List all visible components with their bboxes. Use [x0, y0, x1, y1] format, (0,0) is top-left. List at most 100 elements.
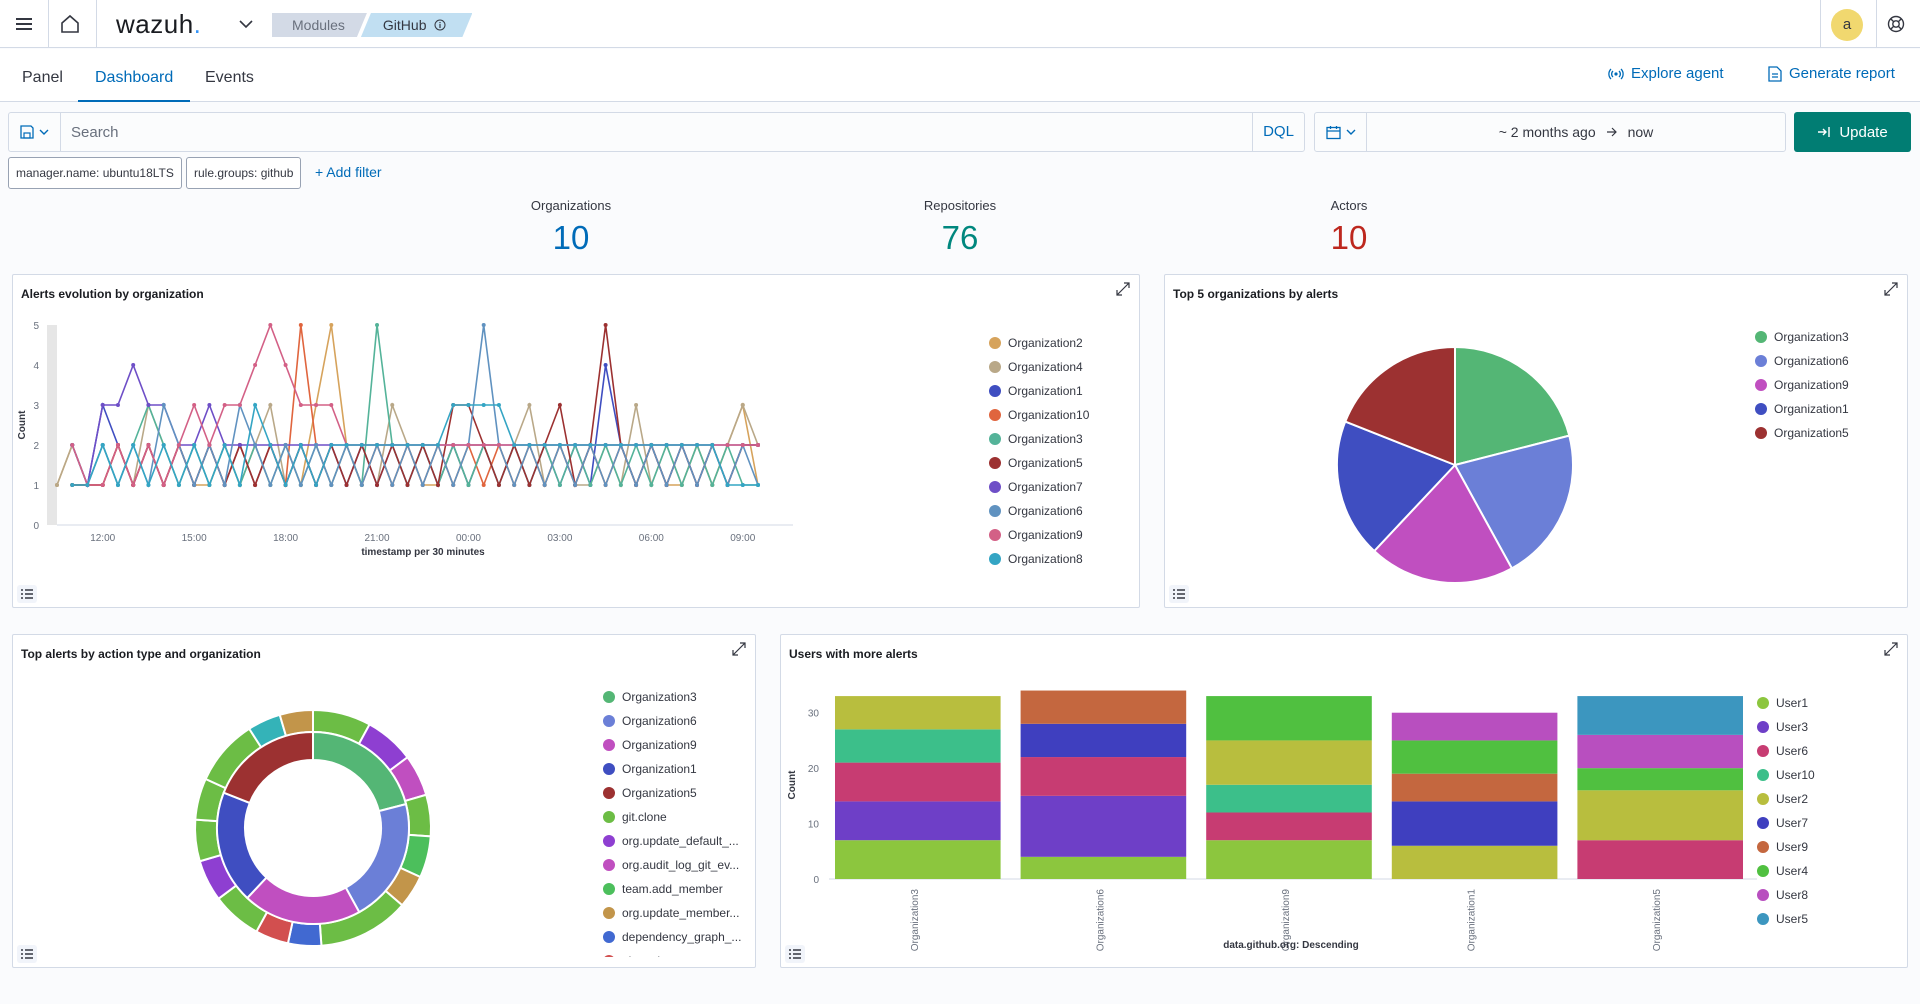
legend-label: User3	[1776, 720, 1809, 734]
data-point	[420, 483, 425, 487]
legend-item[interactable]: Organization1	[1755, 397, 1849, 421]
help-icon[interactable]	[1884, 12, 1908, 36]
saved-query-button[interactable]	[9, 113, 61, 151]
legend-item[interactable]: Organization6	[1755, 349, 1849, 373]
legend-item[interactable]: Organization2	[989, 331, 1089, 355]
breadcrumb-modules[interactable]: Modules	[272, 13, 367, 37]
bar-segment-user6	[1020, 757, 1187, 796]
avatar[interactable]: a	[1831, 9, 1863, 41]
legend-item[interactable]: dependency_graph_...	[603, 925, 741, 949]
legend-item[interactable]: git.push	[603, 949, 741, 957]
legend-item[interactable]: Organization5	[1755, 421, 1849, 445]
info-icon[interactable]	[434, 19, 446, 31]
legend-color-dot	[989, 481, 1001, 493]
legend-item[interactable]: org.audit_log_git_ev...	[603, 853, 741, 877]
list-icon	[789, 949, 801, 959]
breadcrumb-github-label: GitHub	[382, 17, 427, 33]
data-point	[573, 483, 578, 487]
filter-pill-rule-groups[interactable]: rule.groups: github	[186, 157, 302, 189]
series-line-organization5	[72, 324, 758, 488]
data-point	[634, 403, 639, 407]
search-input[interactable]	[61, 113, 1266, 151]
chevron-down-icon	[39, 129, 49, 135]
legend-item[interactable]: Organization4	[989, 355, 1089, 379]
legend-item[interactable]: Organization10	[989, 403, 1089, 427]
legend-item[interactable]: Organization8	[989, 547, 1089, 571]
legend-item[interactable]: User9	[1757, 835, 1815, 859]
legend-item[interactable]: User8	[1757, 883, 1815, 907]
query-language-button[interactable]: DQL	[1252, 113, 1304, 151]
update-button[interactable]: Update	[1794, 112, 1911, 152]
expand-icon[interactable]	[731, 641, 747, 657]
home-icon[interactable]	[58, 12, 82, 36]
metric-value[interactable]: 10	[552, 219, 590, 256]
legend-item[interactable]: User2	[1757, 787, 1815, 811]
data-point	[649, 483, 654, 487]
expand-icon[interactable]	[1883, 281, 1899, 297]
data-point	[634, 443, 639, 447]
legend-item[interactable]: Organization1	[989, 379, 1089, 403]
chevron-down-icon[interactable]	[236, 14, 256, 34]
bar-chart-legend: User1 User3 User6 User10 User2 User7 User9 User…	[1757, 691, 1815, 931]
date-range[interactable]: ~ 2 months ago now	[1367, 113, 1785, 151]
legend-item[interactable]: Organization5	[603, 781, 741, 805]
tab-panel[interactable]: Panel	[22, 69, 63, 86]
legend-toggle-button[interactable]	[1169, 585, 1189, 603]
metric-value[interactable]: 76	[941, 219, 979, 256]
legend-item[interactable]: Organization3	[603, 685, 741, 709]
menu-icon[interactable]	[12, 12, 36, 36]
filter-pill-manager[interactable]: manager.name: ubuntu18LTS	[8, 157, 182, 189]
data-point	[237, 403, 242, 407]
date-start[interactable]: ~ 2 months ago	[1498, 124, 1596, 140]
x-tick-label: Organization6	[1095, 889, 1106, 952]
generate-report-link[interactable]: Generate report	[1768, 49, 1895, 99]
legend-item[interactable]: User1	[1757, 691, 1815, 715]
tab-events[interactable]: Events	[205, 69, 254, 86]
legend-item[interactable]: org.update_default_...	[603, 829, 741, 853]
y-tick-label: 20	[808, 764, 820, 775]
legend-item[interactable]: User6	[1757, 739, 1815, 763]
tab-dashboard[interactable]: Dashboard	[78, 49, 191, 102]
legend-item[interactable]: User7	[1757, 811, 1815, 835]
legend-item[interactable]: Organization5	[989, 451, 1089, 475]
legend-item[interactable]: Organization3	[989, 427, 1089, 451]
legend-label: User6	[1776, 744, 1809, 758]
legend-item[interactable]: Organization9	[1755, 373, 1849, 397]
legend-item[interactable]: User10	[1757, 763, 1815, 787]
legend-color-dot	[1757, 865, 1769, 877]
bar-segment-user2	[1391, 845, 1558, 879]
legend-item[interactable]: User4	[1757, 859, 1815, 883]
legend-label: Organization5	[1008, 456, 1083, 470]
x-tick-label: Organization5	[1652, 889, 1663, 952]
legend-item[interactable]: Organization1	[603, 757, 741, 781]
legend-item[interactable]: team.add_member	[603, 877, 741, 901]
legend-item[interactable]: Organization6	[989, 499, 1089, 523]
date-end[interactable]: now	[1627, 124, 1654, 140]
data-point	[390, 483, 395, 487]
expand-icon[interactable]	[1883, 641, 1899, 657]
list-icon	[21, 949, 33, 959]
explore-agent-link[interactable]: Explore agent	[1608, 49, 1724, 99]
wazuh-logo[interactable]: wazuh.	[116, 9, 202, 39]
legend-toggle-button[interactable]	[17, 945, 37, 963]
legend-item[interactable]: org.update_member...	[603, 901, 741, 925]
legend-item[interactable]: Organization3	[1755, 325, 1849, 349]
legend-item[interactable]: git.clone	[603, 805, 741, 829]
metric-value[interactable]: 10	[1330, 219, 1368, 256]
legend-toggle-button[interactable]	[785, 945, 805, 963]
donut-chart-legend: Organization3 Organization6 Organization9 O…	[603, 685, 741, 957]
series-line-organization6	[71, 324, 759, 488]
top-bar: wazuh. Modules GitHub a	[0, 0, 1920, 48]
legend-item[interactable]: Organization7	[989, 475, 1089, 499]
add-filter-button[interactable]: + Add filter	[315, 164, 382, 180]
y-tick-label: 10	[808, 820, 820, 831]
legend-item[interactable]: Organization9	[603, 733, 741, 757]
quick-date-button[interactable]	[1315, 113, 1367, 151]
legend-item[interactable]: Organization6	[603, 709, 741, 733]
legend-item[interactable]: User3	[1757, 715, 1815, 739]
bar-segment-user2	[1206, 740, 1372, 785]
expand-icon[interactable]	[1115, 281, 1131, 297]
legend-toggle-button[interactable]	[17, 585, 37, 603]
legend-item[interactable]: User5	[1757, 907, 1815, 931]
legend-item[interactable]: Organization9	[989, 523, 1089, 547]
